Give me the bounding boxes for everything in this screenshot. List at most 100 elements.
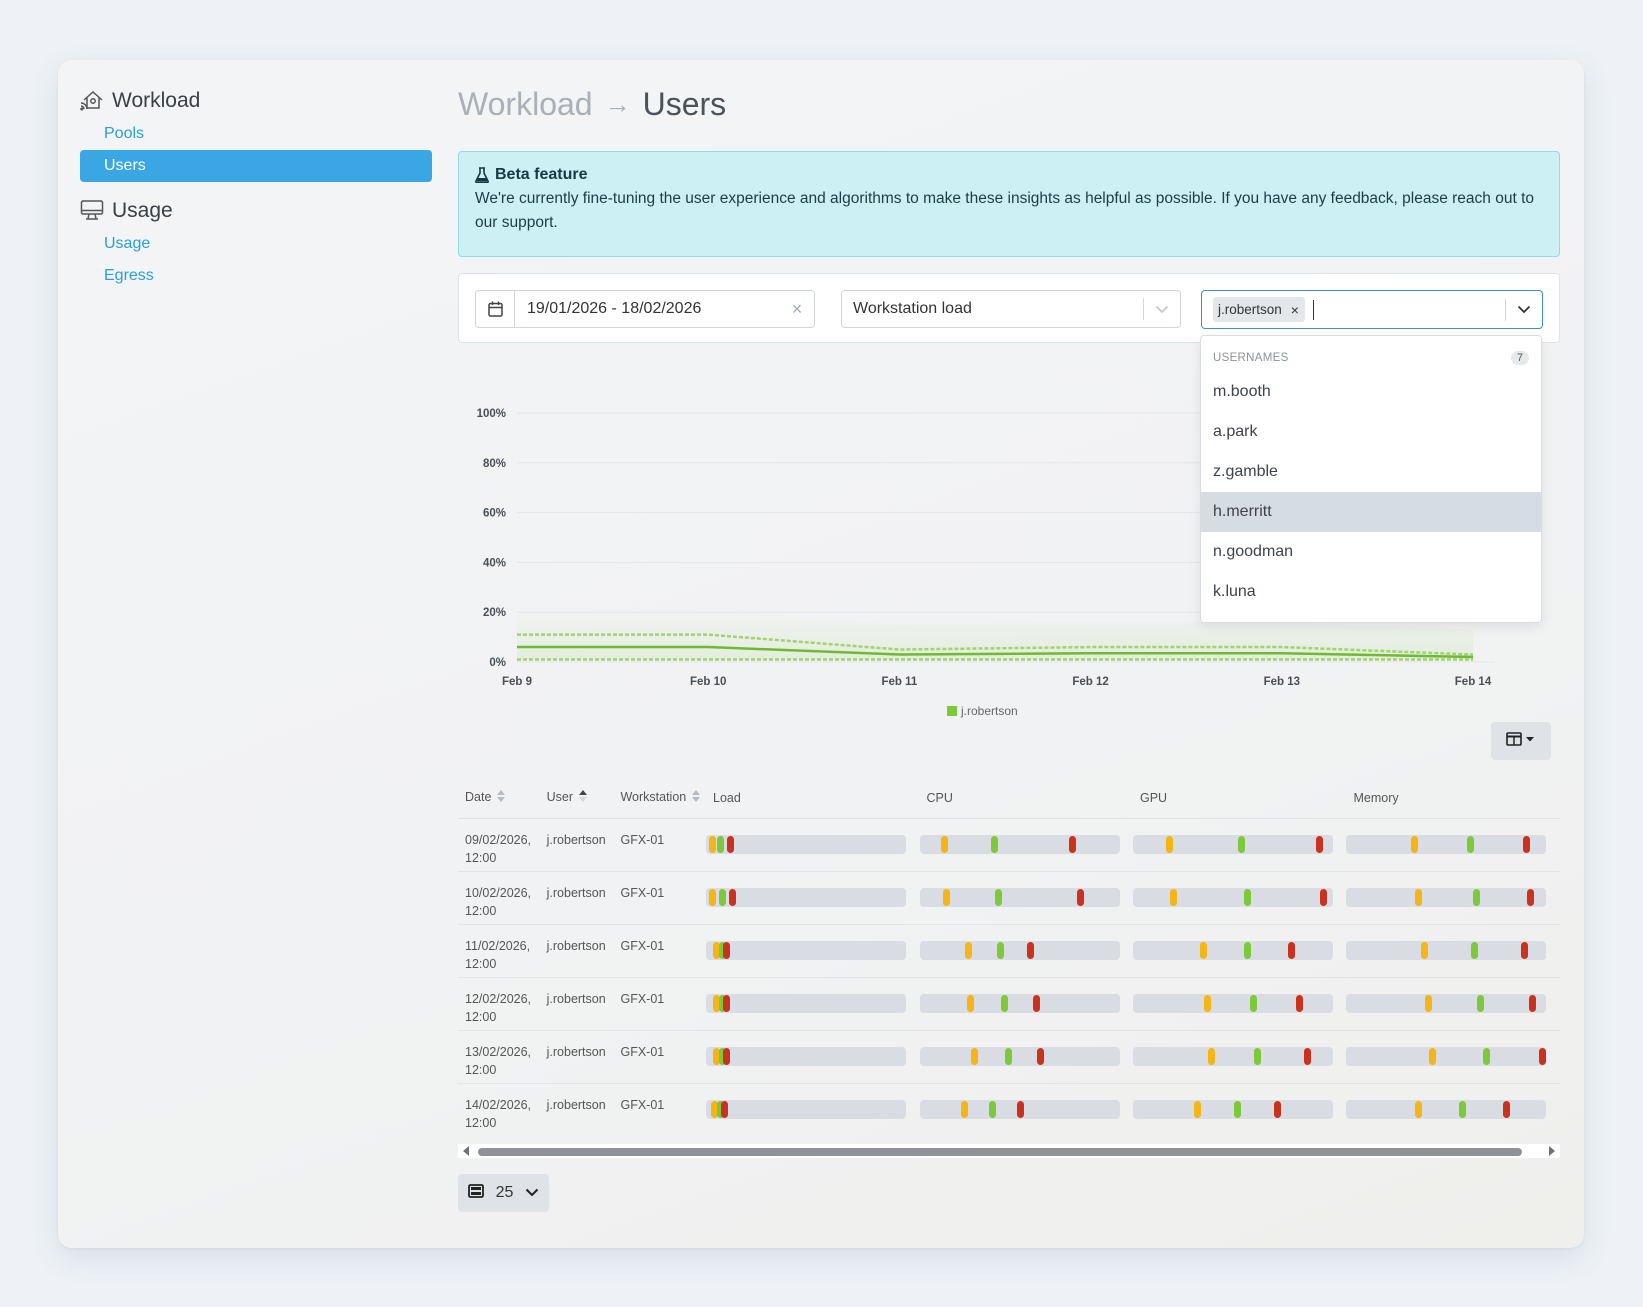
workload-icon xyxy=(80,89,104,113)
avg-marker xyxy=(717,836,725,853)
column-header[interactable]: Date xyxy=(458,778,540,819)
flask-icon xyxy=(475,167,489,183)
table-header-row: Date User Workstation Load CPU GPU Memory xyxy=(458,778,1560,819)
column-header-label: User xyxy=(546,790,574,805)
remove-chip-icon[interactable]: × xyxy=(1290,301,1299,318)
gpu-cell xyxy=(1132,818,1347,872)
date-cell: 12/02/2026, 12:00 xyxy=(458,977,540,1031)
columns-icon xyxy=(1506,731,1536,751)
y-tick-label: 0% xyxy=(489,657,506,669)
legend-swatch xyxy=(947,706,957,716)
dropdown-option[interactable]: k.luna xyxy=(1213,583,1256,600)
usage-table-wrapper[interactable]: Date User Workstation Load CPU GPU Memory 09/0… xyxy=(458,778,1560,1130)
horizontal-scrollbar[interactable] xyxy=(458,1144,1560,1158)
scrollbar-thumb[interactable] xyxy=(478,1148,1522,1156)
scroll-left-icon[interactable] xyxy=(463,1146,469,1156)
dropdown-option[interactable]: a.park xyxy=(1213,423,1258,440)
load-range-bar xyxy=(706,941,907,960)
max-marker xyxy=(1076,889,1084,906)
load-cell xyxy=(706,1030,920,1084)
dropdown-option[interactable]: m.booth xyxy=(1213,383,1271,400)
user-cell: j.robertson xyxy=(539,1030,614,1084)
x-tick-label: Feb 12 xyxy=(1072,676,1108,688)
scroll-right-icon[interactable] xyxy=(1549,1146,1555,1156)
date-value: 11/02/2026, xyxy=(465,938,531,953)
workstation-cell: GFX-01 xyxy=(613,818,707,872)
chevron-down-icon[interactable] xyxy=(1506,305,1542,314)
avg-marker xyxy=(1477,995,1485,1012)
dropdown-option[interactable]: n.goodman xyxy=(1213,543,1294,560)
metric-select-value[interactable]: Workstation load xyxy=(853,300,972,317)
clear-date-icon[interactable]: × xyxy=(791,298,803,319)
nav-section-title: Usage xyxy=(80,196,432,226)
sidebar-item-usage[interactable]: Usage xyxy=(104,235,151,252)
date-cell: 10/02/2026, 12:00 xyxy=(458,871,540,925)
date-value: 12/02/2026, xyxy=(465,991,532,1006)
x-tick-label: Feb 10 xyxy=(690,676,726,688)
table-row[interactable]: 12/02/2026, 12:00 j.robertson GFX-01 xyxy=(458,977,1560,1031)
legend-label: j.robertson xyxy=(960,704,1018,718)
sidebar-item-egress[interactable]: Egress xyxy=(104,267,154,284)
max-marker xyxy=(723,995,731,1012)
table-row[interactable]: 10/02/2026, 12:00 j.robertson GFX-01 xyxy=(458,871,1560,925)
page-size-select[interactable]: 25 xyxy=(458,1174,549,1212)
cpu-range-bar xyxy=(919,994,1120,1013)
load-range-bar xyxy=(706,994,907,1013)
user-select[interactable]: j.robertson × xyxy=(1201,290,1543,329)
table-row[interactable]: 13/02/2026, 12:00 j.robertson GFX-01 xyxy=(458,1030,1560,1084)
cpu-range-bar xyxy=(919,835,1120,854)
column-header-label: Date xyxy=(465,790,492,805)
min-marker xyxy=(940,836,948,853)
date-range-value[interactable]: 19/01/2026 - 18/02/2026 xyxy=(527,300,702,317)
dropdown-option-highlighted[interactable]: h.merritt xyxy=(1201,492,1541,532)
cpu-range-bar xyxy=(919,1100,1120,1119)
avg-marker xyxy=(994,889,1002,906)
min-marker xyxy=(711,1101,719,1118)
column-toggle-button[interactable] xyxy=(1491,722,1551,760)
nav-section-label: Usage xyxy=(112,199,173,222)
table-body: 09/02/2026, 12:00 j.robertson GFX-01 10/02/2… xyxy=(458,818,1560,1130)
max-marker xyxy=(1036,1048,1044,1065)
sidebar-item-pools[interactable]: Pools xyxy=(104,125,145,142)
user-cell: j.robertson xyxy=(539,871,614,925)
calendar-icon[interactable] xyxy=(476,291,515,327)
max-marker xyxy=(1315,836,1323,853)
column-header[interactable]: User xyxy=(539,778,614,819)
chevron-down-icon[interactable] xyxy=(1144,305,1180,314)
avg-marker xyxy=(719,995,727,1012)
avg-marker xyxy=(1004,1048,1012,1065)
breadcrumb: Workload → Users xyxy=(458,86,726,123)
avg-marker xyxy=(1473,889,1481,906)
load-cell xyxy=(706,977,920,1031)
date-range-picker[interactable]: 19/01/2026 - 18/02/2026 × xyxy=(475,290,815,328)
metric-select[interactable]: Workstation load xyxy=(841,290,1181,328)
table-row[interactable]: 09/02/2026, 12:00 j.robertson GFX-01 xyxy=(458,818,1560,872)
dropdown-option[interactable]: z.gamble xyxy=(1213,463,1278,480)
gpu-cell xyxy=(1132,871,1347,925)
y-tick-label: 40% xyxy=(483,557,506,569)
min-marker xyxy=(970,1048,978,1065)
beta-banner: Beta feature We're currently fine-tuning… xyxy=(458,151,1560,257)
gpu-range-bar xyxy=(1132,941,1333,960)
y-tick-label: 80% xyxy=(483,458,506,470)
sort-icon[interactable] xyxy=(692,790,701,805)
app-window: Workload Pools Users Usage Usage Egress xyxy=(58,60,1584,1248)
sidebar-item-users[interactable]: Users xyxy=(80,150,432,182)
date-cell: 14/02/2026, 12:00 xyxy=(458,1083,540,1130)
workstation-cell: GFX-01 xyxy=(613,1083,707,1130)
nav-section-workload: Workload Pools Users xyxy=(80,86,432,182)
y-tick-label: 20% xyxy=(483,607,506,619)
series-line-upper xyxy=(517,633,1474,656)
date-cell: 13/02/2026, 12:00 xyxy=(458,1030,540,1084)
table-row[interactable]: 14/02/2026, 12:00 j.robertson GFX-01 xyxy=(458,1083,1560,1130)
avg-marker xyxy=(719,889,727,906)
workstation-cell: GFX-01 xyxy=(613,977,707,1031)
table-row[interactable]: 11/02/2026, 12:00 j.robertson GFX-01 xyxy=(458,924,1560,978)
column-header[interactable]: Workstation xyxy=(613,778,707,819)
max-marker xyxy=(723,1048,731,1065)
breadcrumb-parent[interactable]: Workload xyxy=(458,86,593,122)
sort-asc-icon[interactable] xyxy=(579,790,588,805)
avg-marker xyxy=(988,1101,996,1118)
user-cell: j.robertson xyxy=(539,818,614,872)
sort-icon[interactable] xyxy=(497,790,506,805)
